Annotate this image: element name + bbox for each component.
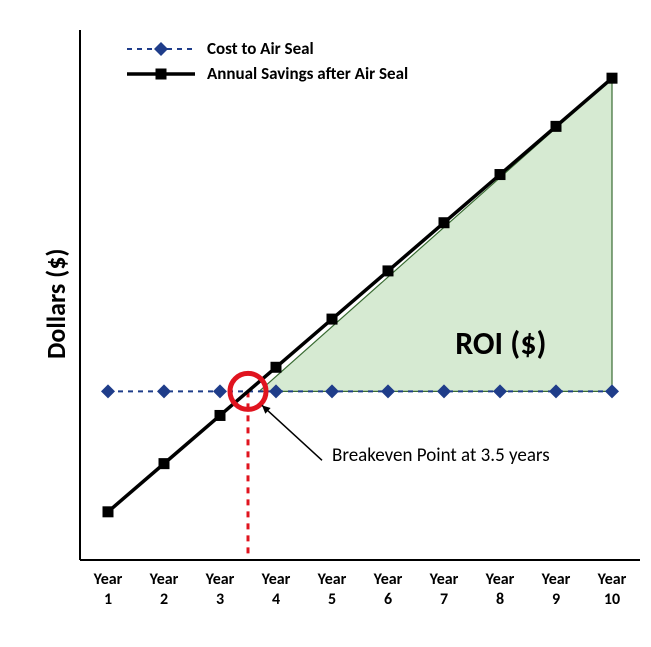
x-tick-label: Year6: [360, 570, 416, 610]
legend-label-savings: Annual Savings after Air Seal: [207, 63, 408, 84]
x-tick-label: Year4: [248, 570, 304, 610]
x-tick-label: Year7: [416, 570, 472, 610]
x-tick-label: Year9: [528, 570, 584, 610]
legend-swatch-cost: [125, 39, 197, 59]
x-tick-label: Year5: [304, 570, 360, 610]
legend-label-cost: Cost to Air Seal: [207, 38, 314, 59]
x-tick-label: Year8: [472, 570, 528, 610]
chart-canvas: [0, 0, 651, 647]
legend-item-savings: Annual Savings after Air Seal: [125, 63, 408, 84]
x-tick-label: Year3: [192, 570, 248, 610]
x-tick-label: Year2: [136, 570, 192, 610]
roi-label: ROI ($): [455, 324, 546, 363]
x-tick-label: Year1: [80, 570, 136, 610]
legend-item-cost: Cost to Air Seal: [125, 38, 408, 59]
legend: Cost to Air Seal Annual Savings after Ai…: [125, 38, 408, 88]
y-axis-label: Dollars ($): [40, 248, 72, 359]
x-tick-label: Year10: [584, 570, 640, 610]
x-axis-labels: Year1Year2Year3Year4Year5Year6Year7Year8…: [80, 570, 640, 610]
breakeven-label: Breakeven Point at 3.5 years: [332, 444, 562, 468]
legend-swatch-savings: [125, 64, 197, 84]
roi-chart: { "chart": { "type": "line", "width_px":…: [0, 0, 651, 647]
